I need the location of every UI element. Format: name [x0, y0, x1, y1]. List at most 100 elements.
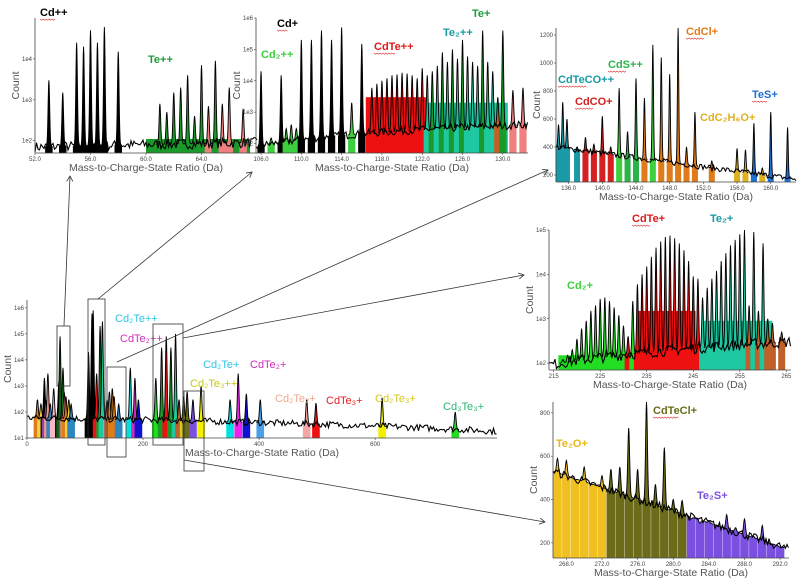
peak-157: [742, 149, 749, 182]
spellcheck-underline: [631, 224, 651, 227]
y-tick-label: 1e3: [536, 317, 547, 323]
peak-498: [312, 403, 320, 438]
y-tick-label: 1e3: [22, 98, 33, 104]
peak-outline: [767, 111, 774, 177]
y-axis-label: Count: [10, 71, 22, 99]
ion-label: Cd₂Te₃+: [375, 393, 416, 405]
x-tick-label: 245: [688, 374, 699, 380]
x-tick-label: 118.0: [375, 157, 390, 163]
y-tick-label: 1e6: [243, 16, 254, 22]
peak-277: [642, 402, 651, 558]
x-tick-label: 400: [254, 442, 265, 448]
x-tick-label: 235: [642, 374, 653, 380]
peak-274: [615, 467, 625, 558]
peak-267: [553, 458, 562, 558]
x-tick-label: 156.0: [730, 186, 746, 192]
peak-107: [267, 138, 275, 153]
y-tick-label: 600: [540, 454, 551, 460]
peak-160: [767, 112, 774, 182]
peak-76: [67, 404, 75, 438]
x-axis-label: Mass-to-Charge-State Ratio (Da): [69, 162, 223, 174]
x-tick-label: 140.0: [595, 186, 611, 192]
peak-130: [98, 321, 107, 438]
peak-outline: [190, 115, 199, 145]
spellcheck-underline: [39, 18, 56, 21]
peak-224: [592, 305, 600, 370]
spectrum-baseline: [548, 336, 792, 371]
x-tick-label: 52.0: [29, 157, 41, 163]
x-tick-label: 225: [595, 374, 606, 380]
peak-264: [778, 332, 786, 370]
peak-255: [736, 234, 744, 370]
peak-150: [683, 147, 690, 182]
peak-outline: [759, 167, 766, 176]
y-tick-label: 1e1: [14, 436, 25, 442]
x-tick-label: 160.0: [763, 186, 779, 192]
y-axis-label: Count: [531, 91, 543, 119]
arrow-to-cd2plus-panel: [63, 176, 70, 327]
x-tick-label: 114.0: [334, 157, 349, 163]
peak-124: [438, 52, 446, 153]
y-tick-label: 1e3: [14, 384, 25, 390]
x-axis-label: Mass-to-Charge-State Ratio (Da): [599, 191, 753, 203]
y-tick-label: 600: [543, 117, 554, 123]
peak-258: [750, 232, 758, 370]
peak-113: [327, 39, 336, 154]
peak-146: [649, 44, 656, 182]
peak-276: [183, 391, 191, 438]
peak-242: [675, 243, 683, 370]
peak-outline: [58, 92, 67, 147]
arrow-to-cdcl-panel: [116, 170, 548, 363]
spellcheck-underline: [685, 37, 705, 40]
peak-256: [171, 333, 180, 438]
ion-label: Te₂++: [443, 27, 473, 39]
peak-116: [358, 43, 366, 154]
y-tick-label: 400: [540, 498, 551, 504]
peak-137: [574, 147, 581, 182]
peak-58: [114, 51, 122, 153]
peak-378: [242, 393, 251, 438]
peak-236: [647, 256, 655, 370]
peak-55.5: [79, 46, 88, 153]
peak-254: [731, 239, 739, 370]
peak-278: [651, 484, 660, 558]
peak-115: [348, 102, 356, 153]
peak-110: [297, 39, 305, 154]
spectrum-panel: 268.0 272.0 276.0 280.0 284.0 288.0 292.0 200 40…: [528, 401, 789, 579]
spellcheck-underline: [373, 52, 396, 55]
y-tick-label: 1e2: [22, 139, 33, 145]
y-tick-label: 1e4: [536, 272, 547, 278]
peak-350: [226, 399, 234, 438]
x-tick-label: 272.0: [594, 562, 610, 568]
peak-outline: [632, 78, 640, 159]
peak-612: [378, 397, 386, 438]
peak-132: [519, 87, 527, 153]
peak-226: [601, 297, 609, 370]
ion-label: CdTe+: [632, 213, 665, 225]
peak-158: [114, 404, 123, 438]
peak-outline: [768, 322, 776, 344]
peak-125: [448, 49, 457, 153]
y-tick-label: 1e2: [243, 142, 254, 148]
x-tick-label: 292.0: [773, 562, 789, 568]
peak-235: [643, 266, 651, 370]
ion-label: Cd₂Te₂+: [275, 393, 316, 405]
peak-outline: [327, 39, 336, 138]
peak-56.5: [93, 42, 102, 154]
peak-outline: [312, 402, 320, 425]
x-axis-label: Mass-to-Charge-State Ratio (Da): [185, 447, 339, 459]
peak-237: [652, 247, 660, 370]
peak-142: [616, 88, 623, 182]
peak-276: [633, 469, 642, 558]
zoom-box-cdcl: [106, 366, 127, 458]
peak-241: [671, 238, 679, 370]
spellcheck-underline: [557, 85, 587, 88]
ion-label: Te+: [472, 8, 490, 20]
y-tick-label: 800: [540, 411, 551, 417]
ion-label: Te₂+: [710, 213, 733, 225]
x-tick-label: 600: [370, 442, 381, 448]
y-tick-label: 1e6: [14, 306, 25, 312]
peak-55: [72, 42, 81, 154]
y-tick-label: 400: [543, 145, 554, 151]
peak-112: [317, 30, 326, 154]
